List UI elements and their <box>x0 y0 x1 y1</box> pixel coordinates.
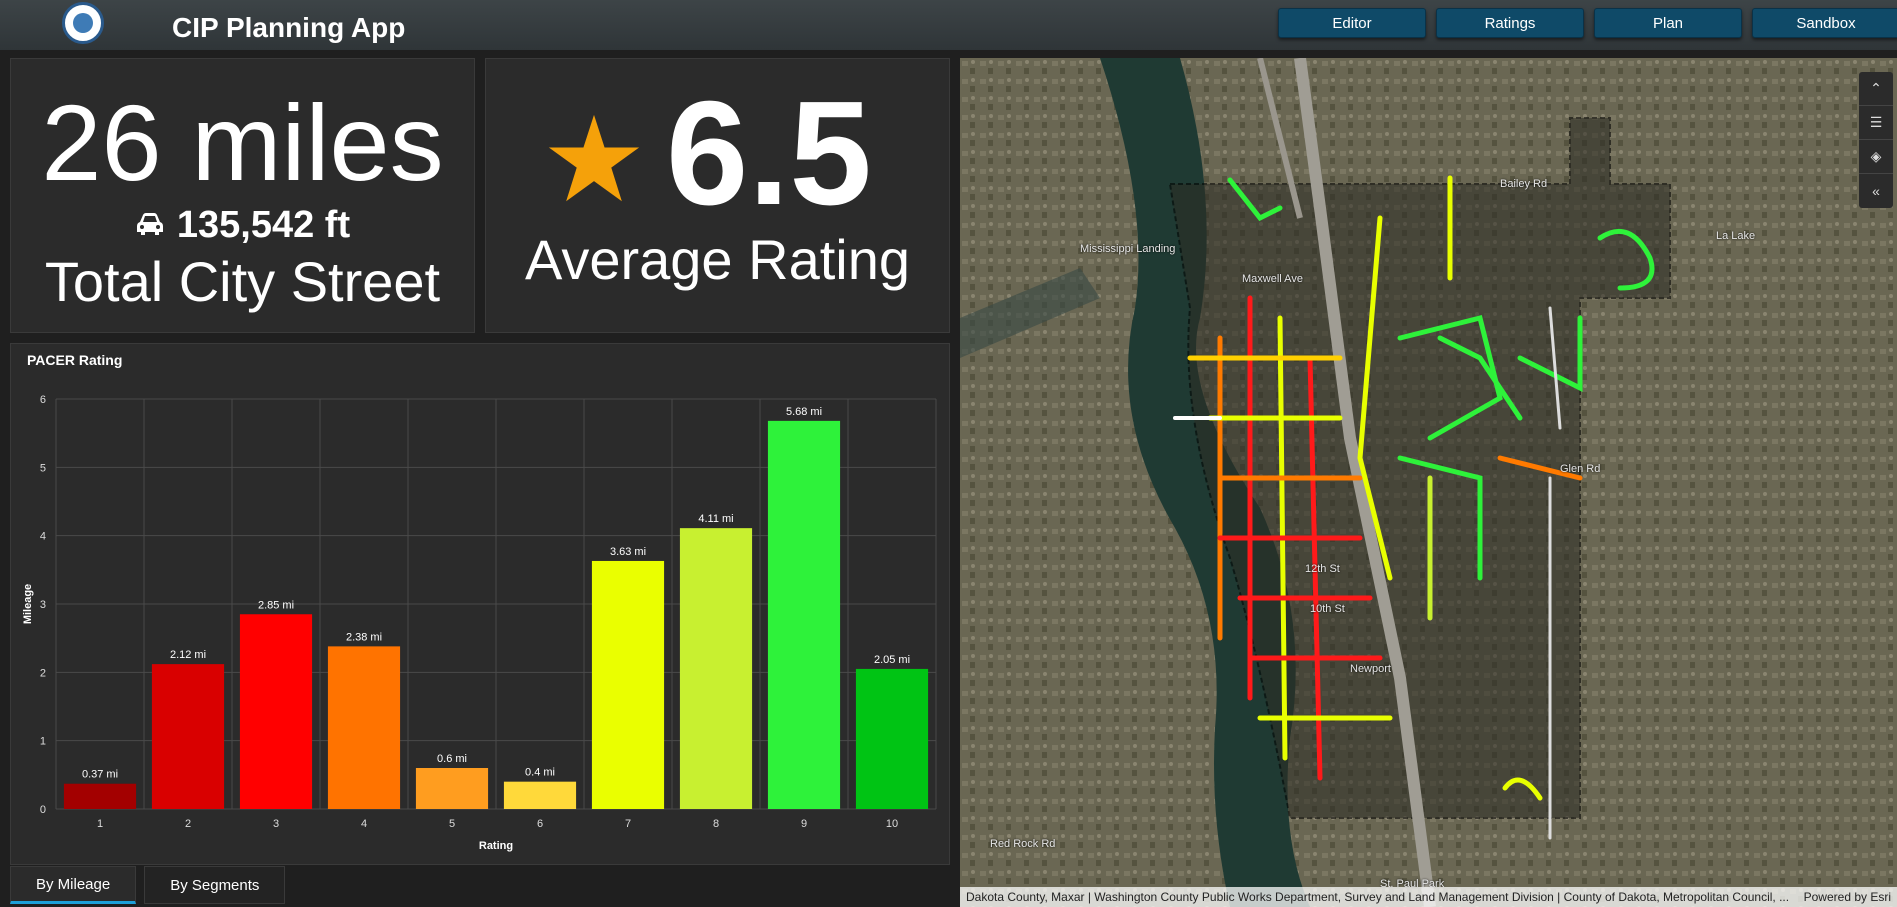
chart-title: PACER Rating <box>27 352 123 368</box>
x-tick-label: 10 <box>886 818 898 830</box>
pacer-rating-bar-chart: 0 1 2 3 4 5 6 0.37 mi 1 2.12 mi 2 2.85 mi 3 2.38 mi 4 0… <box>22 394 937 852</box>
city-map[interactable]: Bailey Rd Glen Rd Newport 12th St 10th S… <box>960 58 1897 907</box>
total-miles-value: 26 miles <box>41 82 444 203</box>
bar-rating-7 <box>591 560 665 809</box>
bar-rating-8 <box>679 528 753 809</box>
map-label-glen-rd: Glen Rd <box>1560 463 1601 475</box>
map-attribution-text: Dakota County, Maxar | Washington County… <box>966 890 1790 904</box>
tab-by-mileage[interactable]: By Mileage <box>10 866 137 904</box>
x-tick-label: 1 <box>97 818 103 830</box>
map-label-12th-st: 12th St <box>1305 563 1340 575</box>
tab-by-segments[interactable]: By Segments <box>144 866 286 904</box>
chart-tabs: By Mileage By Segments <box>10 866 293 904</box>
x-tick-label: 6 <box>537 818 543 830</box>
app-header: CIP Planning App Editor Ratings Plan San… <box>0 0 1897 50</box>
collapse-icon[interactable]: « <box>1872 183 1880 199</box>
map-label-la-lake: La Lake <box>1716 230 1756 242</box>
y-tick-label: 1 <box>40 736 46 748</box>
bar-data-label: 2.85 mi <box>258 599 294 611</box>
y-tick-label: 3 <box>40 599 46 611</box>
average-rating-value: 6.5 <box>666 71 872 236</box>
map-label-bailey-rd: Bailey Rd <box>1500 178 1548 190</box>
bar-rating-6 <box>503 781 577 809</box>
bar-data-label: 5.68 mi <box>786 406 822 418</box>
satellite-basemap[interactable] <box>960 58 1897 907</box>
x-tick-label: 3 <box>273 818 279 830</box>
total-feet-value: 135,542 ft <box>176 204 351 246</box>
bar-rating-10 <box>855 668 929 809</box>
bar-rating-2 <box>151 664 225 809</box>
average-rating-panel: 6.5 Average Rating <box>485 58 950 333</box>
x-tick-label: 7 <box>625 818 631 830</box>
layers-icon[interactable]: ◈ <box>1859 140 1893 174</box>
map-toolbar: ⌃ ☰ ◈ « <box>1859 72 1893 208</box>
powered-by-esri[interactable]: Powered by Esri <box>1803 890 1891 904</box>
pacer-rating-chart-panel: PACER Rating 0 1 2 3 4 5 6 0.37 mi 1 2.12 mi 2 2.85… <box>10 343 950 865</box>
bar-data-label: 4.11 mi <box>698 513 733 525</box>
y-tick-label: 0 <box>40 804 46 816</box>
y-tick-label: 6 <box>40 394 46 406</box>
y-tick-label: 2 <box>40 667 46 679</box>
bar-rating-3 <box>239 614 313 809</box>
x-tick-label: 4 <box>361 818 367 830</box>
total-feet-row: 135,542 ft <box>11 205 474 245</box>
bar-rating-9 <box>767 420 841 809</box>
x-tick-label: 8 <box>713 818 719 830</box>
bar-data-label: 2.12 mi <box>170 649 206 661</box>
car-icon <box>136 212 163 235</box>
x-tick-label: 9 <box>801 818 807 830</box>
map-label-red-rock-rd: Red Rock Rd <box>990 838 1056 850</box>
nav-ratings-button[interactable]: Ratings <box>1436 8 1584 38</box>
bar-data-label: 2.38 mi <box>346 631 382 643</box>
nav-sandbox-button[interactable]: Sandbox <box>1752 8 1897 38</box>
app-title: CIP Planning App <box>172 12 406 43</box>
map-label-maxwell-ave: Maxwell Ave <box>1242 273 1303 285</box>
x-tick-label: 2 <box>185 818 191 830</box>
map-label-10th-st: 10th St <box>1310 603 1345 615</box>
map-label-mississippi-landing: Mississippi Landing <box>1080 243 1176 255</box>
bar-data-label: 0.6 mi <box>437 753 467 765</box>
total-miles-label: Total City Street <box>44 250 441 313</box>
y-tick-label: 4 <box>40 531 46 543</box>
x-tick-label: 5 <box>449 818 455 830</box>
bar-rating-5 <box>415 768 489 809</box>
y-axis-label: Mileage <box>22 584 34 624</box>
x-axis-label: Rating <box>479 840 513 852</box>
bar-data-label: 0.4 mi <box>525 767 555 779</box>
total-miles-panel: 26 miles 135,542 ft Total City Street <box>10 58 475 333</box>
map-attribution: Dakota County, Maxar | Washington County… <box>960 887 1897 907</box>
bar-data-label: 0.37 mi <box>82 769 118 781</box>
map-label-newport: Newport <box>1350 663 1391 675</box>
legend-icon[interactable]: ☰ <box>1859 106 1893 140</box>
bar-rating-4 <box>327 646 401 809</box>
star-icon <box>548 114 640 202</box>
bar-data-label: 3.63 mi <box>610 546 646 558</box>
bar-data-label: 2.05 mi <box>874 654 910 666</box>
city-logo <box>62 2 104 44</box>
bar-rating-1 <box>63 783 137 809</box>
nav-editor-button[interactable]: Editor <box>1278 8 1426 38</box>
nav-plan-button[interactable]: Plan <box>1594 8 1742 38</box>
average-rating-label: Average Rating <box>525 228 910 291</box>
y-tick-label: 5 <box>40 462 46 474</box>
expand-icon[interactable]: ⌃ <box>1859 72 1893 106</box>
